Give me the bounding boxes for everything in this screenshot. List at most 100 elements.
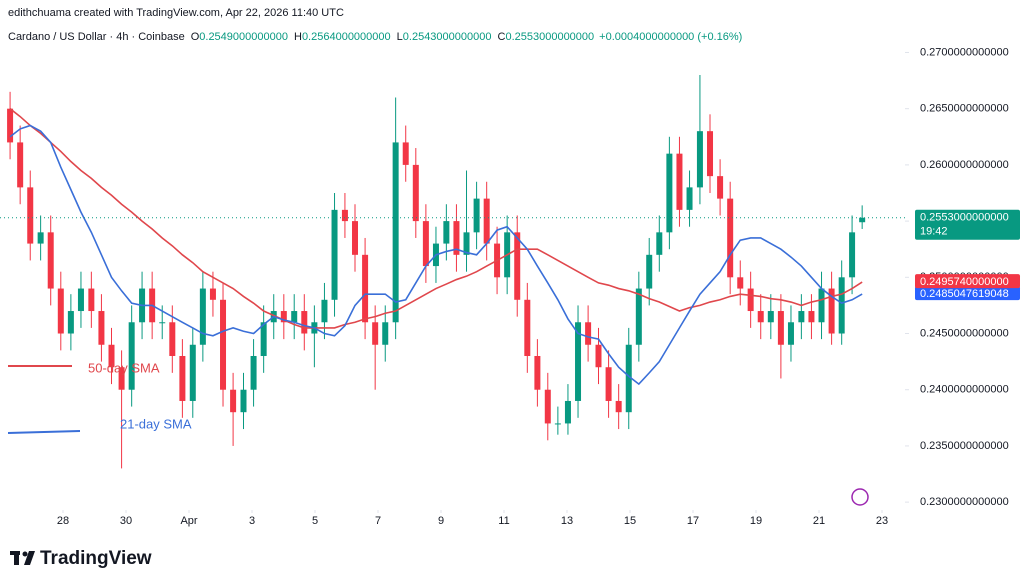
x-tick-label: 17 [687, 515, 699, 527]
candle-body [230, 389, 237, 413]
candle-body [321, 299, 328, 323]
candle-body [17, 142, 24, 188]
candle-body [280, 311, 287, 323]
candle-body [250, 355, 257, 390]
price-label: 0.2553000000000 [920, 212, 1009, 224]
price-countdown: 19:42 [920, 226, 948, 238]
candle-body [717, 176, 724, 199]
symbol: Cardano / US Dollar · 4h · Coinbase [8, 31, 185, 43]
candle-body [747, 288, 754, 312]
candle-body [544, 389, 551, 424]
candle-body [463, 232, 470, 255]
candle-body [7, 108, 14, 143]
y-tick-label: 0.2600000000000 [920, 159, 1009, 171]
legend-value: 0.2564000000000 [302, 31, 391, 43]
candle-body [534, 355, 541, 390]
candle-body [291, 311, 298, 323]
candle-body [483, 198, 490, 244]
candle-body [514, 232, 521, 300]
candle-body [808, 311, 815, 323]
candle-body [707, 131, 714, 177]
candle-body [372, 322, 379, 345]
candle-body [98, 311, 105, 345]
x-tick-label: 15 [624, 515, 636, 527]
candle-body [656, 232, 663, 255]
candle-body [443, 221, 450, 244]
candle-body [392, 142, 399, 323]
candle-body [57, 288, 64, 334]
x-tick-label: 19 [750, 515, 762, 527]
annotation: 21-day SMA [120, 416, 192, 431]
annotation: 50-day SMA [88, 360, 160, 375]
candle-body [128, 322, 135, 390]
price-label-box [915, 274, 1020, 289]
legend-key: C [498, 31, 506, 43]
y-tick-label: 0.2700000000000 [920, 46, 1009, 58]
candle-body [240, 389, 247, 413]
x-tick-label: 9 [438, 515, 444, 527]
y-tick-label: 0.2400000000000 [920, 384, 1009, 396]
candle-body [767, 311, 774, 323]
x-tick-label: 11 [498, 515, 509, 527]
candle-body [169, 322, 176, 356]
candle-body [220, 299, 227, 390]
y-tick-label: 0.2300000000000 [920, 496, 1009, 508]
legend-change: +0.0004000000000 (+0.16%) [599, 31, 742, 43]
candle-body [564, 400, 571, 424]
candle-body [646, 254, 653, 289]
candle-body [787, 322, 794, 345]
candle-body [575, 322, 582, 401]
candle-body [77, 288, 84, 312]
candle-body [838, 277, 845, 334]
candle-body [828, 288, 835, 334]
candle-body [635, 288, 642, 345]
legend-key: H [294, 31, 302, 43]
candle-body [777, 311, 784, 345]
candle-body [798, 311, 805, 323]
candle-body [47, 232, 54, 289]
candle-body [301, 311, 308, 334]
candle-body [554, 423, 561, 425]
candle-body [757, 311, 764, 323]
candle-body [676, 153, 683, 210]
candle-body [595, 344, 602, 368]
candle-body [199, 288, 206, 345]
candle-body [585, 322, 592, 345]
candle-body [341, 209, 348, 222]
candle-body [382, 322, 389, 345]
price-label: 0.2495740000000 [920, 276, 1009, 288]
x-tick-label: 28 [57, 515, 69, 527]
y-tick-label: 0.2450000000000 [920, 327, 1009, 339]
legend-key: L [397, 31, 403, 43]
candle-body [666, 153, 673, 233]
sma-line [9, 124, 863, 386]
candle-body [849, 232, 856, 278]
candle-body [473, 198, 480, 233]
price-label: 0.2485047619048 [920, 288, 1009, 300]
y-tick-label: 0.2650000000000 [920, 103, 1009, 115]
candle-body [209, 288, 216, 300]
candle-body [352, 221, 359, 255]
candle-body [402, 142, 409, 165]
candle-body [818, 288, 825, 323]
legend-value: 0.2553000000000 [505, 31, 594, 43]
price-label-box [915, 286, 1020, 301]
candle-body [331, 209, 338, 300]
header: edithchuama created with TradingView.com… [8, 7, 344, 19]
legend-value: 0.2543000000000 [403, 31, 492, 43]
candle-body [524, 299, 531, 356]
candle-body [189, 344, 196, 401]
candle-body [422, 221, 429, 267]
candle-body [696, 131, 703, 188]
candle-body [37, 232, 44, 244]
x-tick-label: 3 [249, 515, 255, 527]
candle-body [727, 198, 734, 278]
price-label-box [915, 209, 1020, 240]
candle-body [362, 254, 369, 323]
replay-icon[interactable] [851, 488, 869, 506]
candle-body [453, 221, 460, 255]
candle-body [260, 322, 267, 356]
legend-key: O [191, 31, 200, 43]
